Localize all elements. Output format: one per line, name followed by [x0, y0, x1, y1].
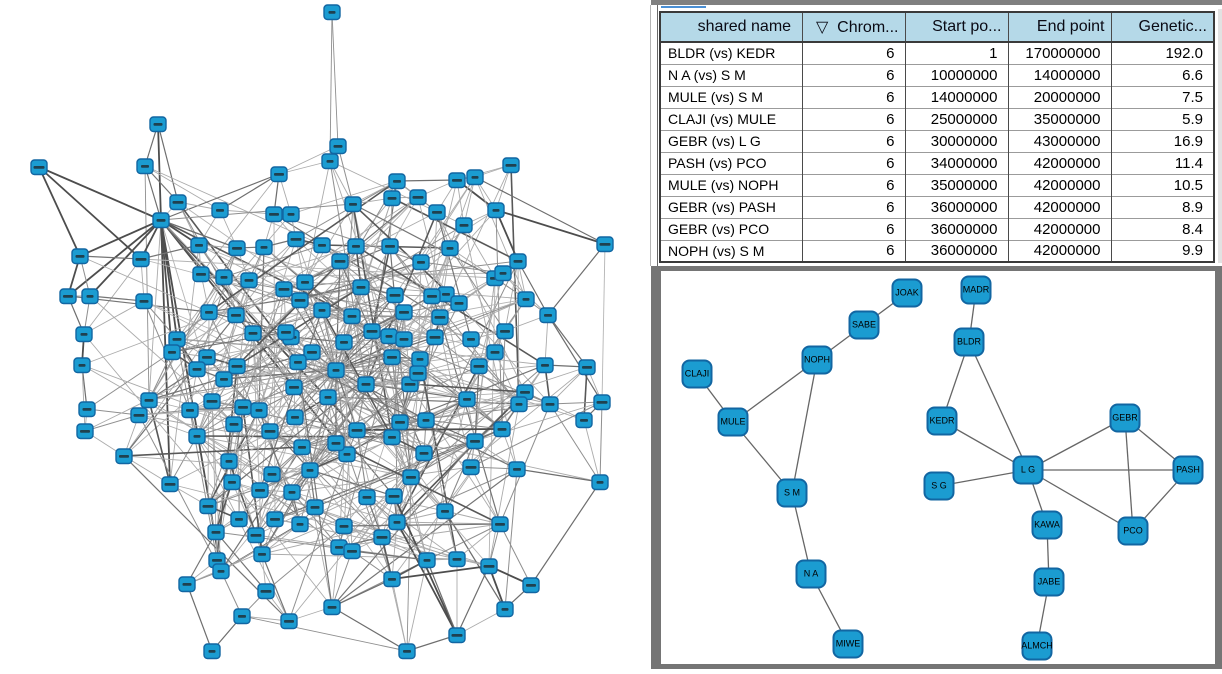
svg-text:GEBR: GEBR [1112, 413, 1138, 423]
svg-text:S M: S M [784, 488, 800, 498]
svg-text:JABE: JABE [1038, 577, 1061, 587]
svg-text:JOAK: JOAK [895, 288, 919, 298]
svg-text:KEDR: KEDR [929, 416, 955, 426]
svg-text:MULE: MULE [720, 417, 745, 427]
svg-text:CLAJI: CLAJI [685, 369, 710, 379]
svg-text:KAWA: KAWA [1034, 520, 1060, 530]
svg-text:MADR: MADR [963, 285, 990, 295]
svg-text:BLDR: BLDR [957, 337, 982, 347]
svg-text:NOPH: NOPH [804, 355, 830, 365]
svg-text:N A: N A [804, 569, 819, 579]
svg-text:ALMCH: ALMCH [1021, 641, 1053, 651]
svg-text:SABE: SABE [852, 320, 876, 330]
svg-text:MIWE: MIWE [836, 639, 861, 649]
svg-text:L G: L G [1021, 465, 1035, 475]
svg-text:S G: S G [931, 481, 947, 491]
svg-text:PASH: PASH [1176, 465, 1200, 475]
svg-text:PCO: PCO [1123, 526, 1143, 536]
